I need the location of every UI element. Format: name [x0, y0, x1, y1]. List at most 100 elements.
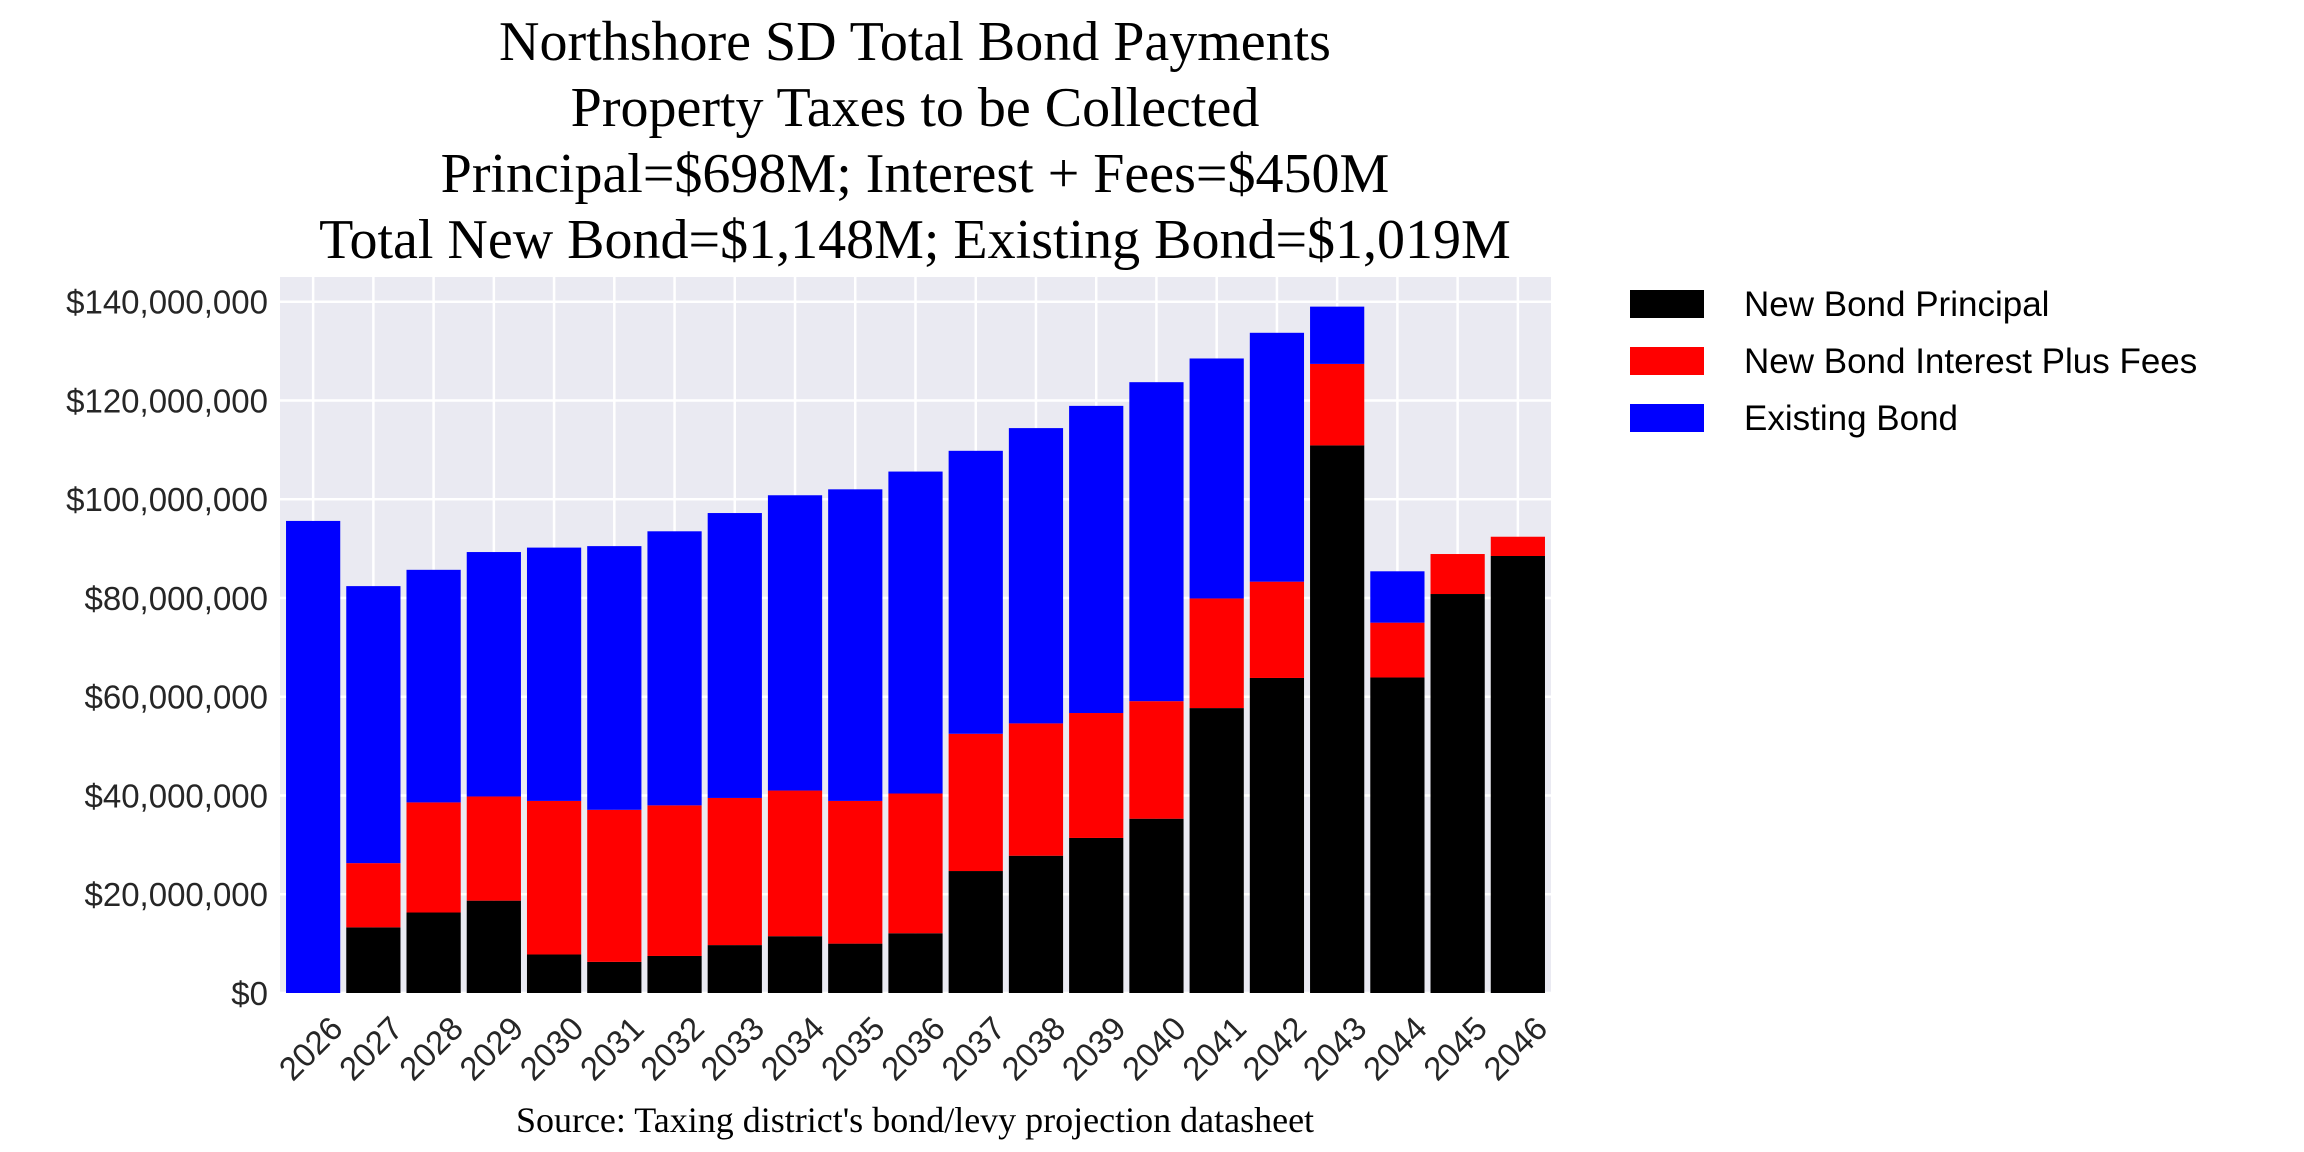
x-tick-label: 2044 [1356, 1009, 1434, 1087]
bar-new-bond-principal-2042 [1249, 677, 1305, 993]
bar-new-bond-principal-2032 [647, 955, 702, 993]
bar-existing-bond-2041 [1189, 358, 1244, 599]
bar-new-bond-principal-2039 [1069, 837, 1124, 993]
bar-new-bond-interest-plus-fees-2031 [587, 809, 642, 962]
bar-new-bond-interest-plus-fees-2042 [1249, 581, 1305, 678]
bar-existing-bond-2043 [1310, 306, 1365, 364]
bar-existing-bond-2032 [647, 531, 702, 806]
bar-existing-bond-2042 [1249, 332, 1305, 582]
legend-swatch [1630, 347, 1704, 375]
legend-swatch [1630, 290, 1704, 318]
legend: New Bond Principal New Bond Interest Plus… [1630, 285, 2197, 438]
bar-new-bond-interest-plus-fees-2046 [1490, 536, 1545, 556]
bar-new-bond-interest-plus-fees-2033 [707, 797, 762, 946]
bar-new-bond-interest-plus-fees-2030 [526, 800, 582, 955]
bar-new-bond-principal-2035 [828, 943, 883, 993]
bar-existing-bond-2035 [828, 489, 883, 801]
legend-swatch [1630, 404, 1704, 432]
bar-existing-bond-2028 [406, 569, 461, 803]
legend-label: Existing Bond [1744, 399, 1958, 438]
y-tick-label: $80,000,000 [84, 580, 268, 617]
x-axis-label: Source: Taxing district's bond/levy proj… [516, 1100, 1314, 1140]
y-axis: $0 $20,000,000 $40,000,000 $60,000,000 $80,0… [66, 284, 268, 1012]
bar-new-bond-interest-plus-fees-2041 [1189, 598, 1244, 709]
bar-new-bond-principal-2036 [888, 933, 943, 993]
bar-new-bond-principal-2038 [1008, 855, 1064, 993]
y-tick-label: $20,000,000 [84, 876, 268, 913]
bar-new-bond-principal-2045 [1430, 594, 1485, 993]
bar-new-bond-principal-2037 [948, 871, 1003, 993]
x-tick-label: 2032 [633, 1009, 711, 1087]
y-tick-label: $60,000,000 [84, 679, 268, 716]
bar-existing-bond-2040 [1129, 382, 1184, 702]
bar-new-bond-interest-plus-fees-2029 [466, 796, 521, 901]
bar-existing-bond-2044 [1370, 571, 1425, 623]
bar-existing-bond-2037 [948, 450, 1003, 734]
bar-new-bond-interest-plus-fees-2036 [888, 793, 943, 934]
title-line-2: Property Taxes to be Collected [571, 77, 1260, 139]
bar-existing-bond-2030 [526, 547, 582, 801]
title-line-1: Northshore SD Total Bond Payments [499, 11, 1331, 73]
x-tick-label: 2036 [874, 1009, 952, 1087]
bar-new-bond-interest-plus-fees-2043 [1310, 363, 1365, 446]
bar-new-bond-principal-2027 [346, 927, 401, 993]
x-tick-label: 2035 [814, 1009, 892, 1087]
x-tick-label: 2028 [392, 1009, 470, 1087]
bar-existing-bond-2026 [286, 520, 341, 993]
x-tick-label: 2026 [272, 1009, 350, 1087]
bar-new-bond-principal-2028 [406, 912, 461, 993]
bar-existing-bond-2033 [707, 513, 762, 798]
y-tick-label: $140,000,000 [66, 284, 268, 321]
bar-new-bond-interest-plus-fees-2027 [346, 863, 401, 928]
bar-new-bond-principal-2043 [1310, 445, 1365, 994]
bars [286, 306, 1545, 994]
bar-new-bond-interest-plus-fees-2044 [1370, 622, 1425, 678]
bar-existing-bond-2038 [1008, 428, 1064, 724]
bar-new-bond-interest-plus-fees-2032 [647, 805, 702, 956]
y-tick-label: $40,000,000 [84, 777, 268, 814]
bar-new-bond-principal-2031 [587, 961, 642, 993]
x-tick-label: 2040 [1115, 1009, 1193, 1087]
title-line-3: Principal=$698M; Interest + Fees=$450M [441, 143, 1390, 205]
bar-new-bond-interest-plus-fees-2045 [1430, 554, 1485, 595]
x-tick-label: 2046 [1476, 1009, 1554, 1087]
bar-new-bond-interest-plus-fees-2035 [828, 800, 883, 944]
bar-new-bond-principal-2046 [1490, 555, 1545, 993]
bar-new-bond-interest-plus-fees-2039 [1069, 713, 1124, 838]
x-tick-label: 2042 [1235, 1009, 1313, 1087]
y-tick-label: $100,000,000 [66, 481, 268, 518]
x-tick-label: 2034 [753, 1009, 831, 1087]
x-tick-label: 2031 [573, 1009, 651, 1087]
bar-new-bond-principal-2030 [526, 954, 582, 993]
bar-new-bond-interest-plus-fees-2038 [1008, 723, 1064, 856]
x-tick-label: 2030 [512, 1009, 590, 1087]
bar-existing-bond-2031 [587, 546, 642, 810]
bar-existing-bond-2036 [888, 471, 943, 794]
bar-existing-bond-2039 [1069, 405, 1124, 714]
bar-new-bond-principal-2041 [1189, 708, 1244, 993]
bar-existing-bond-2034 [767, 495, 823, 791]
x-tick-label: 2039 [1055, 1009, 1133, 1087]
x-axis: 2026202720282029203020312032203320342035… [272, 1009, 1555, 1087]
bar-new-bond-principal-2040 [1129, 818, 1184, 993]
x-tick-label: 2027 [332, 1009, 410, 1087]
bar-new-bond-principal-2044 [1370, 677, 1425, 993]
bar-new-bond-interest-plus-fees-2040 [1129, 701, 1184, 819]
bar-new-bond-principal-2034 [767, 936, 823, 993]
x-tick-label: 2045 [1416, 1009, 1494, 1087]
title-line-4: Total New Bond=$1,148M; Existing Bond=$1… [319, 209, 1511, 271]
x-tick-label: 2041 [1175, 1009, 1253, 1087]
bar-existing-bond-2027 [346, 586, 401, 864]
bar-new-bond-principal-2029 [466, 900, 521, 993]
x-tick-label: 2043 [1296, 1009, 1374, 1087]
bar-existing-bond-2029 [466, 552, 521, 797]
x-tick-label: 2033 [693, 1009, 771, 1087]
bar-new-bond-principal-2033 [707, 945, 762, 993]
y-tick-label: $0 [231, 975, 268, 1012]
legend-label: New Bond Principal [1744, 285, 2049, 324]
x-tick-label: 2037 [934, 1009, 1012, 1087]
legend-label: New Bond Interest Plus Fees [1744, 342, 2197, 381]
y-tick-label: $120,000,000 [66, 382, 268, 419]
bar-new-bond-interest-plus-fees-2034 [767, 790, 823, 937]
